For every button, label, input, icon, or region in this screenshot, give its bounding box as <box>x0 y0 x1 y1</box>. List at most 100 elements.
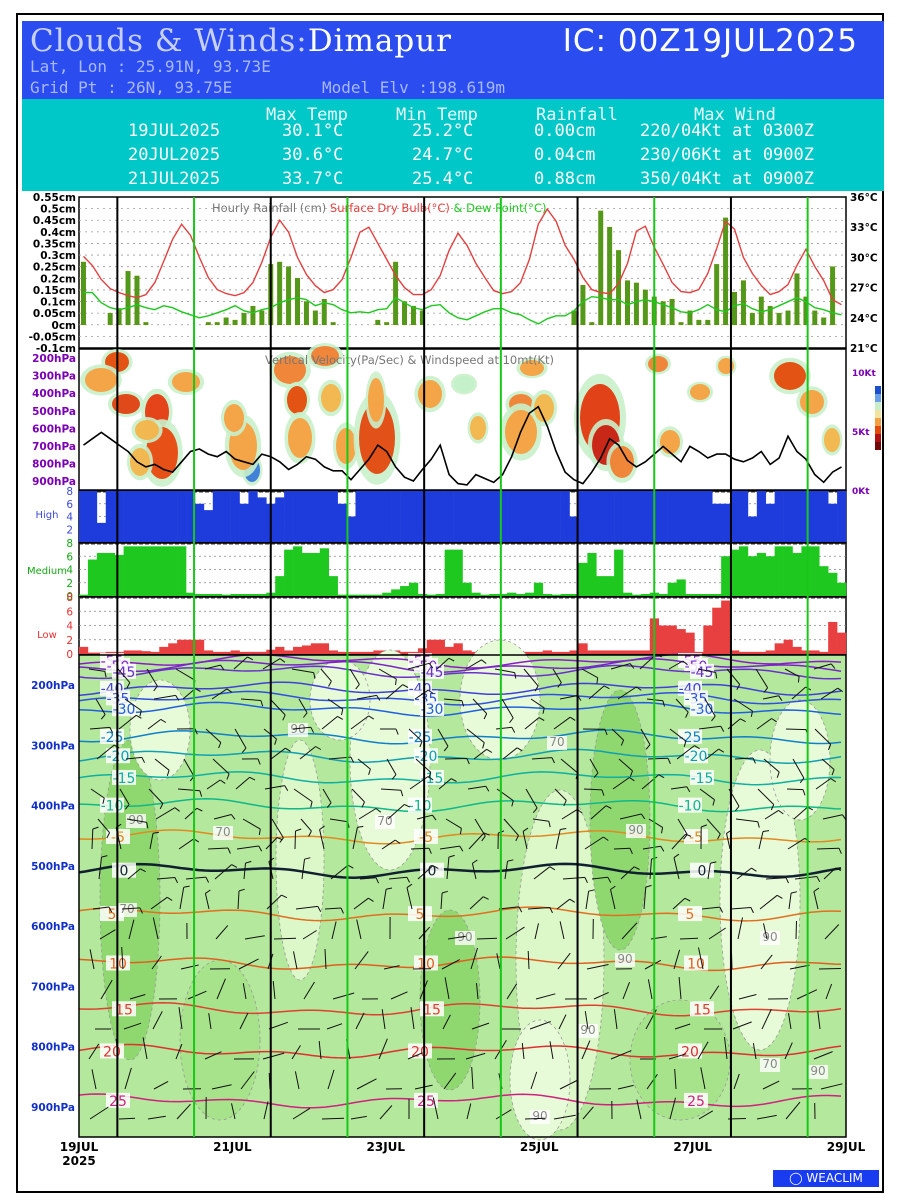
wind-barb <box>590 805 607 820</box>
high-cloud-bar <box>765 503 775 542</box>
wind-barb <box>215 925 229 940</box>
rain-bar <box>286 266 292 326</box>
wind-barb <box>466 1103 472 1120</box>
wind-barb-flag <box>368 768 371 775</box>
medium-cloud-bar <box>774 546 784 596</box>
rain-bar <box>321 298 327 326</box>
wind-barb <box>698 947 704 970</box>
rh-label-bg <box>375 815 395 829</box>
wind-barb <box>582 1106 594 1120</box>
wind-barb <box>240 698 261 701</box>
wind-barb <box>706 818 721 835</box>
wind-barb <box>736 867 752 880</box>
wind-barb <box>176 1103 191 1120</box>
wind-barb <box>293 788 313 803</box>
vv-contour <box>690 384 710 400</box>
wind-barb <box>789 964 810 970</box>
isotherm-label: 25 <box>687 1094 705 1110</box>
low-cloud-bar <box>355 651 365 654</box>
wind-barb <box>472 698 488 714</box>
isotherm-label-bg <box>684 828 708 844</box>
low-cloud-bar <box>159 646 169 654</box>
vv-y-tick: 400hPa <box>32 388 76 400</box>
legend-entry: Surface Dry Bulb(°C) <box>326 201 450 215</box>
wind-barb-flag <box>683 834 688 840</box>
wind-barb <box>447 935 466 940</box>
rain-y-tick: -0.05cm <box>29 331 76 343</box>
isotherm-label: -5 <box>419 830 433 846</box>
low-cloud-bar <box>408 651 419 654</box>
wind-barb <box>266 894 282 910</box>
rh-contour <box>719 749 801 1051</box>
wind-barb <box>559 1079 579 1090</box>
wind-barb <box>119 788 130 805</box>
wind-barb <box>126 818 147 823</box>
wind-barb <box>533 866 551 880</box>
rh-contour <box>509 1019 571 1141</box>
wind-barb <box>118 1117 136 1120</box>
medium-cloud-bar <box>123 546 133 596</box>
wind-barb <box>818 968 842 970</box>
rh-label: 90 <box>128 813 143 827</box>
wind-barb-flag <box>174 807 180 812</box>
wind-barb-flag <box>104 671 107 678</box>
wind-barb-flag <box>284 785 289 791</box>
wind-barb <box>642 845 661 850</box>
wind-barb <box>298 698 308 714</box>
wind-barb-flag <box>441 890 448 894</box>
low-cloud-bar <box>328 650 338 654</box>
row-max: 30.1°C <box>282 121 344 141</box>
wind-barb-flag <box>245 860 252 864</box>
wind-barb <box>674 1068 677 1090</box>
wind-barb <box>697 1041 709 1060</box>
wind-barb <box>382 889 387 910</box>
isotherm-label-bg <box>678 906 702 922</box>
wind-barb-flag <box>139 907 143 914</box>
wind-barb-flag <box>607 877 612 883</box>
wind-barb <box>504 861 508 880</box>
medium-cloud-bar <box>435 594 445 596</box>
wind-barb <box>495 1109 512 1120</box>
medium-cloud-bar <box>587 552 597 596</box>
wind-barb <box>784 1042 793 1060</box>
low-cloud-bar <box>542 650 552 654</box>
high-cloud-bar <box>810 491 820 542</box>
wind-barb <box>675 698 689 713</box>
medium-cloud-bar <box>346 594 356 596</box>
wind-barb-flag <box>319 825 325 830</box>
low-cloud-bar <box>221 651 231 654</box>
wind-barb <box>672 897 686 910</box>
low-cloud-bar <box>203 650 214 654</box>
wind-barb <box>611 728 624 741</box>
wind-barb <box>326 1023 343 1030</box>
high-cloud-bar <box>239 503 249 542</box>
wind-barb <box>303 981 315 1000</box>
wind-barb-flag <box>427 776 434 781</box>
wind-barb <box>243 863 246 880</box>
high-cloud-bar <box>756 491 767 542</box>
xsec-y-tick: 200hPa <box>31 680 75 692</box>
low-cloud-bar <box>756 651 767 654</box>
wind-barb-flag <box>175 695 180 701</box>
rh-label-bg <box>288 723 308 737</box>
wind-barb <box>211 1084 232 1090</box>
high-cloud-bar <box>614 491 624 542</box>
high-cloud-bar <box>177 491 187 542</box>
row-rain: 0.00cm <box>534 121 596 141</box>
wind-barb-flag <box>313 672 316 679</box>
wind-barb-flag <box>701 824 707 828</box>
high-cloud-bar <box>703 491 713 542</box>
wind-barb-flag <box>658 774 665 779</box>
wind-barb <box>816 847 840 850</box>
rain-bar <box>598 210 604 326</box>
wind-barb <box>207 847 229 850</box>
rh-label-bg <box>615 953 635 967</box>
wind-barb-flag <box>102 797 105 804</box>
wind-barb <box>263 1101 269 1120</box>
wind-barb <box>410 1007 415 1030</box>
rh-contour <box>769 699 831 821</box>
wind-barb <box>124 1067 132 1090</box>
wind-barb-flag <box>247 656 254 661</box>
wind-barb <box>581 668 598 679</box>
wind-barb-flag <box>710 861 717 864</box>
